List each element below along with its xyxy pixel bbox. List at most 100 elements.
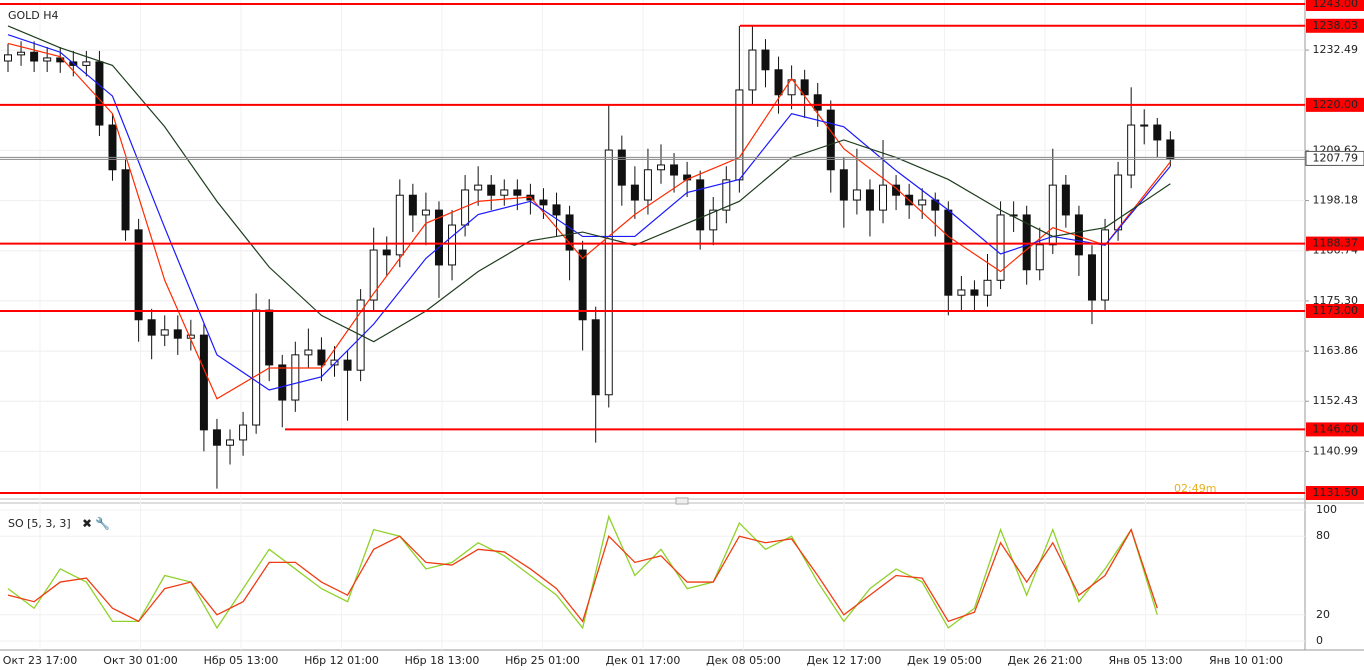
candle-body <box>17 51 26 56</box>
candle-body <box>657 164 665 171</box>
indicator-settings[interactable]: 🔧 <box>95 516 110 531</box>
candle-body <box>552 204 561 216</box>
candle-body <box>865 189 874 211</box>
y-tick-label: 1198.18 <box>1313 194 1359 207</box>
pane-resize-handle[interactable] <box>675 497 689 505</box>
candle-body <box>395 194 404 256</box>
candle-body <box>604 149 613 396</box>
candle-body <box>317 349 326 366</box>
candle-body <box>199 334 208 431</box>
candle-body <box>839 169 848 201</box>
candle-body <box>513 189 522 196</box>
bar-countdown: 02:49m <box>1174 482 1216 495</box>
candle-body <box>186 334 195 339</box>
candle-body <box>278 364 287 401</box>
candle-body <box>1074 214 1083 256</box>
y-tick-label: 1140.99 <box>1313 444 1359 457</box>
price-level-tag <box>1306 303 1364 318</box>
price-level-tag <box>1306 18 1364 33</box>
candle-body <box>343 359 352 371</box>
candle-body <box>643 169 652 201</box>
candle-body <box>1101 229 1110 301</box>
indicator-title: SO [5, 3, 3] <box>8 517 71 530</box>
candle-body <box>173 329 182 339</box>
candle-body <box>591 319 600 396</box>
price-level-label: 1131.50 <box>1313 486 1359 499</box>
candle-body <box>382 249 391 256</box>
candle-body <box>852 189 861 201</box>
candle-body <box>487 184 496 196</box>
candle-body <box>30 51 39 62</box>
oscillator-line <box>7 528 1158 623</box>
close-indicator[interactable]: ✖ <box>82 517 92 531</box>
candle-body <box>226 439 235 446</box>
x-tick-label: Окт 23 17:00 <box>3 654 77 667</box>
y-tick-label: 1163.86 <box>1313 344 1359 357</box>
x-tick-label: Дек 26 21:00 <box>1008 654 1083 667</box>
price-level-label: 1173.00 <box>1313 304 1359 317</box>
candle-body <box>121 169 130 231</box>
candle-body <box>1035 244 1044 271</box>
y-tick-label: 80 <box>1316 529 1330 542</box>
price-level-tag <box>1306 0 1364 11</box>
candle-body <box>617 149 626 186</box>
current-price-tag <box>1305 150 1364 166</box>
candle-body <box>252 309 261 426</box>
y-tick-label: 20 <box>1316 608 1330 621</box>
price-level-label: 1146.00 <box>1313 422 1359 435</box>
candle-body <box>630 184 639 201</box>
moving-average <box>7 25 1171 343</box>
price-level-label: 1188.37 <box>1313 237 1359 250</box>
price-level-tag <box>1306 486 1364 501</box>
candle-body <box>1153 124 1162 141</box>
candle-body <box>565 214 574 251</box>
candle-body <box>4 54 12 62</box>
candle-body <box>774 69 783 96</box>
x-tick-label: Нбр 18 13:00 <box>405 654 480 667</box>
candle-body <box>996 214 1005 281</box>
y-tick-label: 1232.49 <box>1313 43 1359 56</box>
candle-body <box>43 57 52 62</box>
price-level-tag <box>1306 97 1364 112</box>
candle-body <box>735 89 744 181</box>
candle-body <box>813 94 822 111</box>
candle-body <box>539 199 548 206</box>
candle-body <box>304 349 313 356</box>
candle-body <box>212 429 221 446</box>
candle-body <box>800 79 809 96</box>
candle-body <box>474 184 483 191</box>
candle-body <box>1048 184 1057 246</box>
candle-body <box>265 309 274 366</box>
current-price-label: 1207.79 <box>1313 151 1359 164</box>
price-level-tag <box>1306 422 1364 437</box>
moving-average <box>7 34 1171 391</box>
candle-body <box>722 179 731 211</box>
x-tick-label: Окт 30 01:00 <box>103 654 177 667</box>
candle-body <box>330 359 339 366</box>
candle-body <box>448 224 457 266</box>
candle-body <box>1022 214 1031 271</box>
candle-body <box>134 229 143 321</box>
candle-body <box>1140 124 1149 127</box>
candle-body <box>160 329 169 336</box>
candle-body <box>1127 124 1136 176</box>
moving-average <box>7 42 1171 400</box>
candle-body <box>957 289 966 296</box>
candle-body <box>1061 184 1070 216</box>
candle-body <box>369 249 378 301</box>
candle-body <box>434 209 443 266</box>
grid <box>0 0 1309 650</box>
y-tick-label: 1175.30 <box>1313 294 1359 307</box>
candle-body <box>95 61 104 126</box>
price-level-label: 1243.00 <box>1313 0 1359 10</box>
plot <box>4 25 1175 630</box>
candle-body <box>748 49 757 91</box>
candle-body <box>82 61 91 66</box>
candle-body <box>670 164 679 176</box>
candle-body <box>944 209 953 296</box>
candle-body <box>147 319 156 336</box>
candle-body <box>421 209 430 216</box>
